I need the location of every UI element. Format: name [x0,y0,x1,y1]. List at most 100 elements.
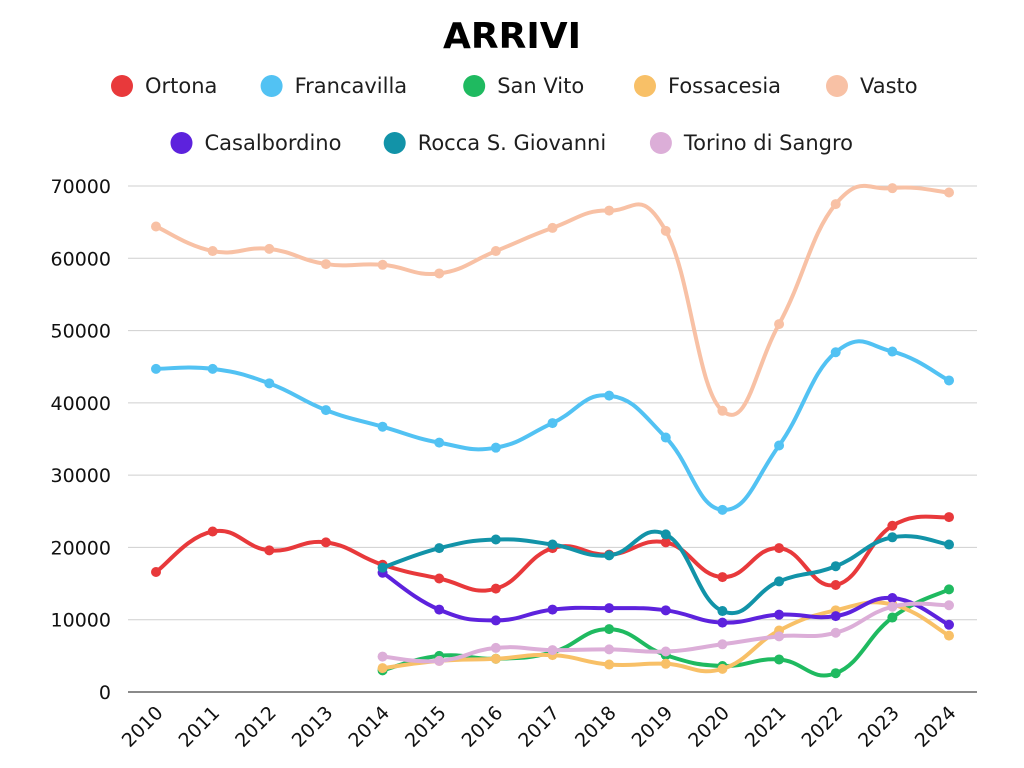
data-point [207,526,218,537]
y-tick-label: 0 [99,682,111,704]
data-point [604,624,615,635]
data-point [717,663,728,674]
data-point [830,611,841,622]
data-point [944,375,954,386]
data-point [717,504,728,515]
data-point [377,562,388,573]
x-axis-ticks: 2010 2011 2012 2013 2014 2015 2016 2017 2018 2019… [118,702,961,752]
x-tick-label: 2021 [741,702,791,752]
data-point [377,663,388,674]
legend-label: Rocca S. Giovanni [418,131,607,155]
legend-item: Torino di Sangro [649,131,853,155]
legend-item: Rocca S. Giovanni [383,131,607,155]
x-tick-label: 2022 [797,702,847,752]
data-point [717,405,728,416]
series-line [154,183,951,417]
series-ortona [151,512,954,594]
data-point [434,268,445,279]
series-torino-di-sangro [377,600,954,666]
data-point [151,363,161,374]
data-point [774,576,785,587]
y-tick-label: 50000 [51,321,111,343]
data-point [944,630,954,641]
data-point [320,405,331,416]
data-point [604,603,615,614]
data-point [490,442,501,453]
data-point [320,537,331,548]
data-point [604,659,615,670]
data-point [660,646,671,657]
data-point [377,421,388,432]
data-point [774,631,785,642]
data-point [660,225,671,236]
series-francavilla [151,339,954,515]
legend: Ortona Francavilla San Vito Fossacesia Vasto… [111,74,918,155]
data-point [434,437,445,448]
x-tick-label: 2015 [401,702,451,752]
series-line [154,514,951,593]
legend-marker [634,75,656,97]
data-point [887,593,898,604]
data-point [264,243,275,254]
legend-marker [649,132,672,154]
data-point [887,612,898,623]
series-rocca-s-giovanni [377,529,954,617]
legend-item: Ortona [111,74,217,98]
series-line [380,570,951,627]
legend-label: Torino di Sangro [683,131,853,155]
legend-marker [383,132,406,154]
data-point [717,639,728,650]
x-tick-label: 2013 [288,702,338,752]
x-tick-label: 2014 [344,702,394,752]
y-tick-label: 40000 [51,393,111,415]
series-vasto [151,183,954,417]
data-point [434,655,445,666]
legend-item: Fossacesia [634,74,781,98]
legend-label: Fossacesia [668,74,781,98]
legend-label: Casalbordino [205,131,342,155]
data-point [604,550,615,561]
data-point [377,259,388,270]
data-point [207,363,218,374]
x-tick-label: 2024 [911,702,961,752]
x-tick-label: 2018 [571,702,621,752]
data-point [660,537,671,548]
data-point [944,600,954,611]
y-tick-label: 70000 [51,176,111,198]
data-point [944,584,954,595]
data-point [887,601,898,612]
data-point [490,642,501,653]
data-point [434,543,445,554]
data-point [490,615,501,626]
legend-item: Vasto [826,74,918,98]
x-tick-label: 2010 [118,702,168,752]
legend-item: Casalbordino [170,131,342,155]
legend-label: Vasto [860,74,918,98]
x-tick-label: 2011 [174,702,224,752]
data-point [660,658,671,669]
data-point [660,605,671,616]
data-point [434,573,445,584]
y-tick-label: 30000 [51,465,111,487]
data-point [830,347,841,358]
x-tick-label: 2012 [231,702,281,752]
legend-label: Ortona [145,74,217,98]
legend-item: Francavilla [260,74,408,98]
data-point [717,572,728,583]
data-point [717,617,728,628]
series-casalbordino [377,567,954,630]
data-point [774,543,785,554]
data-point [264,545,275,556]
data-point [151,221,161,232]
legend-marker [826,75,848,97]
series-line [154,339,951,512]
grid-lines [128,185,977,621]
legend-label: Francavilla [295,74,408,98]
data-point [887,532,898,543]
data-point [547,418,558,429]
data-point [604,390,615,401]
data-point [660,432,671,443]
data-point [264,378,275,389]
legend-item: San Vito [463,74,584,98]
legend-marker [170,132,193,154]
